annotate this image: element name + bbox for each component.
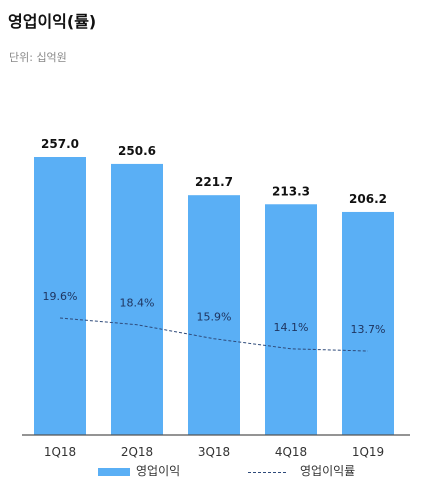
bar-2Q18 bbox=[111, 163, 163, 435]
bar-4Q18 bbox=[265, 204, 317, 435]
chart-title: 영업이익(률) bbox=[8, 12, 97, 31]
legend-bar-swatch bbox=[98, 468, 130, 476]
bar-value-label-4Q18: 213.3 bbox=[272, 184, 310, 198]
bar-1Q19 bbox=[342, 211, 394, 435]
bar-value-label-1Q19: 206.2 bbox=[349, 192, 387, 206]
bar-1Q18 bbox=[34, 157, 86, 435]
x-tick-1Q19: 1Q19 bbox=[352, 445, 384, 459]
line-value-label-1Q19: 13.7% bbox=[351, 323, 386, 336]
bar-value-label-1Q18: 257.0 bbox=[41, 137, 79, 151]
line-value-label-1Q18: 19.6% bbox=[43, 290, 78, 303]
legend-line-label: 영업이익률 bbox=[300, 464, 356, 478]
margin-line bbox=[59, 317, 369, 352]
bar-3Q18 bbox=[188, 195, 240, 435]
x-tick-4Q18: 4Q18 bbox=[275, 445, 307, 459]
line-value-label-3Q18: 15.9% bbox=[197, 311, 232, 324]
bar-value-label-2Q18: 250.6 bbox=[118, 144, 156, 158]
line-value-label-4Q18: 14.1% bbox=[274, 321, 309, 334]
legend-bar-label: 영업이익 bbox=[136, 464, 181, 478]
chart-svg: 257.0 1Q18 250.6 2Q18 221.7 3Q18 213.3 4Q18 206.… bbox=[22, 137, 410, 459]
legend-line-swatch bbox=[248, 472, 286, 473]
bar-value-label-3Q18: 221.7 bbox=[195, 175, 233, 189]
unit-label: 단위: 십억원 bbox=[9, 51, 67, 64]
x-tick-1Q18: 1Q18 bbox=[44, 445, 76, 459]
x-tick-2Q18: 2Q18 bbox=[121, 445, 153, 459]
x-tick-3Q18: 3Q18 bbox=[198, 445, 230, 459]
line-value-label-2Q18: 18.4% bbox=[120, 297, 155, 310]
